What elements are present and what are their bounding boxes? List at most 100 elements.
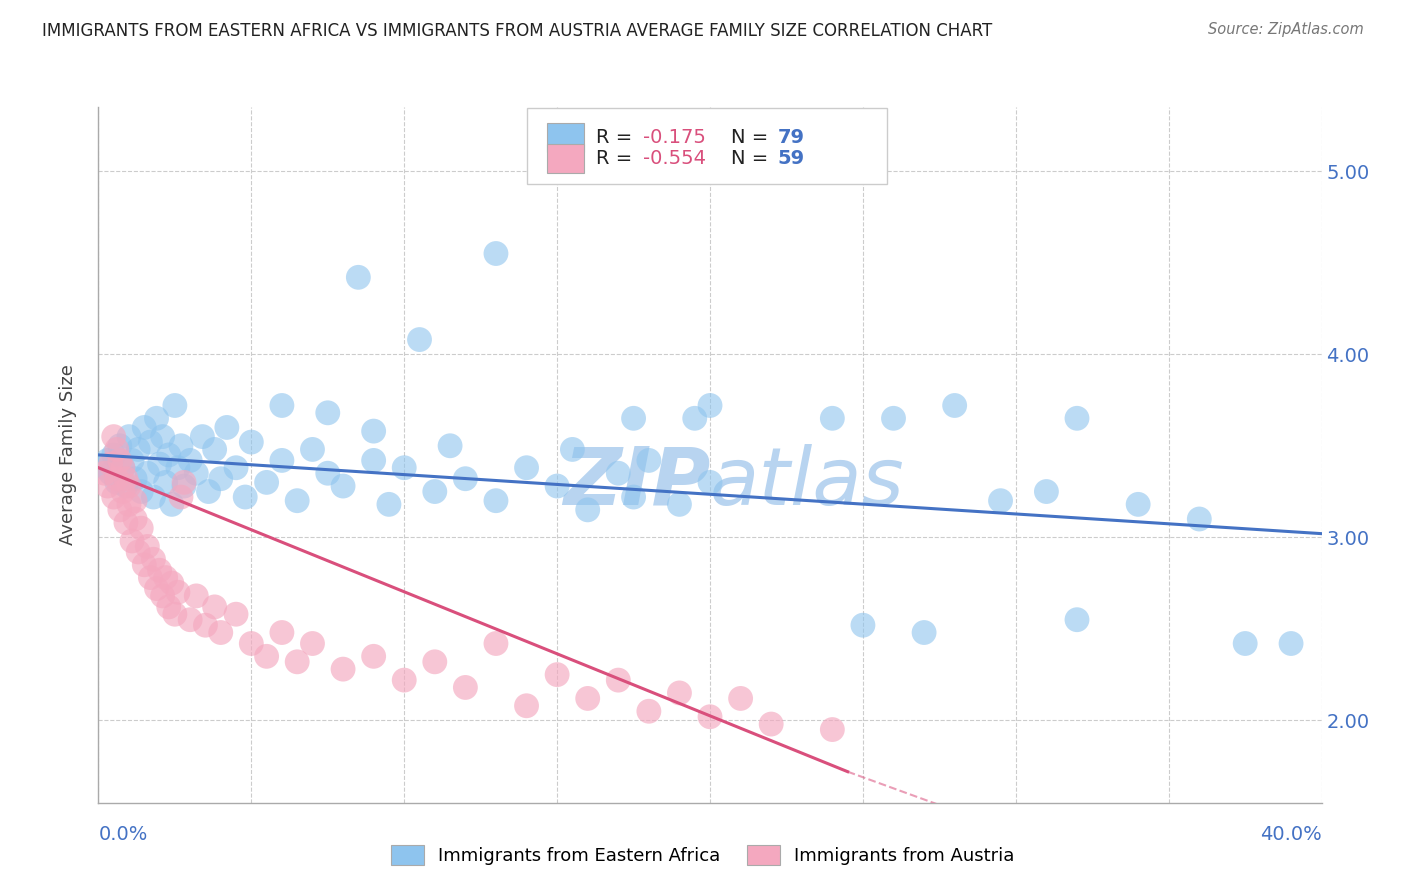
Point	[163, 399, 186, 413]
Text: 40.0%: 40.0%	[1260, 825, 1322, 844]
FancyBboxPatch shape	[547, 123, 583, 153]
Point	[270, 625, 292, 640]
Point	[124, 512, 146, 526]
Point	[105, 442, 128, 457]
Point	[699, 399, 721, 413]
FancyBboxPatch shape	[526, 109, 887, 184]
Text: R =: R =	[596, 128, 638, 147]
Point	[668, 686, 690, 700]
Point	[423, 655, 446, 669]
Point	[1066, 613, 1088, 627]
Point	[699, 710, 721, 724]
Point	[105, 472, 128, 486]
Point	[990, 493, 1012, 508]
Point	[423, 484, 446, 499]
Point	[97, 479, 120, 493]
Point	[332, 662, 354, 676]
Point	[134, 558, 156, 572]
Point	[103, 490, 125, 504]
Point	[623, 411, 645, 425]
Point	[821, 723, 844, 737]
Point	[270, 453, 292, 467]
Legend: Immigrants from Eastern Africa, Immigrants from Austria: Immigrants from Eastern Africa, Immigran…	[382, 836, 1024, 874]
Point	[209, 472, 232, 486]
Point	[173, 479, 195, 493]
Point	[240, 435, 263, 450]
Point	[408, 333, 430, 347]
Point	[576, 691, 599, 706]
Point	[225, 460, 247, 475]
Point	[883, 411, 905, 425]
Point	[378, 497, 401, 511]
Point	[191, 429, 214, 443]
Point	[170, 490, 193, 504]
Point	[204, 442, 226, 457]
Point	[129, 521, 152, 535]
Point	[821, 411, 844, 425]
Point	[301, 442, 323, 457]
Point	[152, 589, 174, 603]
Point	[136, 467, 159, 481]
Point	[668, 497, 690, 511]
Point	[256, 475, 278, 490]
Point	[108, 503, 131, 517]
Text: N =: N =	[731, 149, 775, 168]
Text: IMMIGRANTS FROM EASTERN AFRICA VS IMMIGRANTS FROM AUSTRIA AVERAGE FAMILY SIZE CO: IMMIGRANTS FROM EASTERN AFRICA VS IMMIGR…	[42, 22, 993, 40]
Point	[167, 460, 190, 475]
Point	[607, 673, 630, 687]
Point	[285, 493, 308, 508]
Point	[256, 649, 278, 664]
FancyBboxPatch shape	[547, 144, 583, 173]
Point	[173, 475, 195, 490]
Text: R =: R =	[596, 149, 638, 168]
Point	[118, 429, 141, 443]
Point	[121, 533, 143, 548]
Point	[285, 655, 308, 669]
Point	[699, 475, 721, 490]
Point	[111, 484, 134, 499]
Point	[1234, 636, 1257, 650]
Point	[179, 453, 201, 467]
Point	[121, 453, 143, 467]
Point	[179, 613, 201, 627]
Point	[103, 448, 125, 462]
Point	[115, 516, 138, 530]
Point	[118, 479, 141, 493]
Point	[115, 472, 138, 486]
Point	[363, 649, 385, 664]
Point	[204, 599, 226, 614]
Point	[347, 270, 370, 285]
Text: Source: ZipAtlas.com: Source: ZipAtlas.com	[1208, 22, 1364, 37]
Point	[142, 552, 165, 566]
Point	[115, 479, 138, 493]
Point	[100, 457, 122, 471]
Point	[852, 618, 875, 632]
Point	[485, 246, 508, 260]
Point	[233, 490, 256, 504]
Point	[209, 625, 232, 640]
Point	[157, 448, 180, 462]
Point	[576, 503, 599, 517]
Point	[155, 475, 177, 490]
Text: 59: 59	[778, 149, 804, 168]
Point	[129, 484, 152, 499]
Point	[152, 429, 174, 443]
Point	[1279, 636, 1302, 650]
Point	[623, 490, 645, 504]
Point	[186, 589, 208, 603]
Point	[516, 698, 538, 713]
Point	[759, 717, 782, 731]
Point	[439, 439, 461, 453]
Point	[301, 636, 323, 650]
Point	[1066, 411, 1088, 425]
Text: 0.0%: 0.0%	[98, 825, 148, 844]
Point	[160, 576, 183, 591]
Text: ZIP: ZIP	[562, 443, 710, 522]
Text: 79: 79	[778, 128, 804, 147]
Point	[194, 618, 217, 632]
Point	[683, 411, 706, 425]
Point	[637, 704, 661, 718]
Point	[149, 457, 172, 471]
Point	[111, 460, 134, 475]
Point	[332, 479, 354, 493]
